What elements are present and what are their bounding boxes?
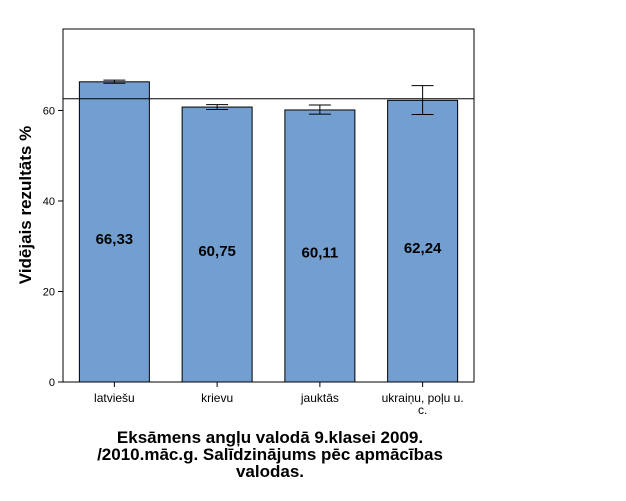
y-tick-label-1: 0 xyxy=(49,377,55,389)
bar-4 xyxy=(387,99,459,383)
bar-3 xyxy=(284,109,356,383)
y-axis-label: Vidējais rezultāts % xyxy=(16,126,35,284)
x-tick-label-4-line-2: c. xyxy=(418,403,427,417)
value-label-2: 60,75 xyxy=(198,243,236,260)
value-labels-group: 66,33 60,75 60,11 62,24 xyxy=(96,231,442,262)
y-tick-label-2: 20 xyxy=(43,286,55,298)
value-label-4: 62,24 xyxy=(404,240,442,257)
chart-title: Eksāmens angļu valodā 9.klasei 2009. /20… xyxy=(60,429,480,480)
x-axis: latviešu krievu jauktās ukraiņu, poļu u.c. xyxy=(94,382,464,417)
chart-title-line-2: /2010.māc.g. Salīdzinājums pēc apmācības xyxy=(97,445,443,464)
x-tick-label-2: krievu xyxy=(201,391,233,405)
y-axis: 0 20 40 60 xyxy=(43,105,63,389)
x-tick-label-3: jauktās xyxy=(300,391,339,405)
y-tick-label-4: 60 xyxy=(43,105,55,117)
value-label-1: 66,33 xyxy=(96,231,134,248)
value-label-3: 60,11 xyxy=(302,244,339,261)
x-tick-label-4-line-1: ukraiņu, poļu u. xyxy=(382,391,464,405)
y-tick-label-3: 40 xyxy=(43,196,55,208)
chart-title-line-3: valodas. xyxy=(235,462,305,481)
x-tick-label-1: latviešu xyxy=(94,391,135,405)
error-bars-group xyxy=(103,79,434,116)
bar-1 xyxy=(78,81,150,383)
chart-title-line-1: Eksāmens angļu valodā 9.klasei 2009. xyxy=(116,428,424,447)
